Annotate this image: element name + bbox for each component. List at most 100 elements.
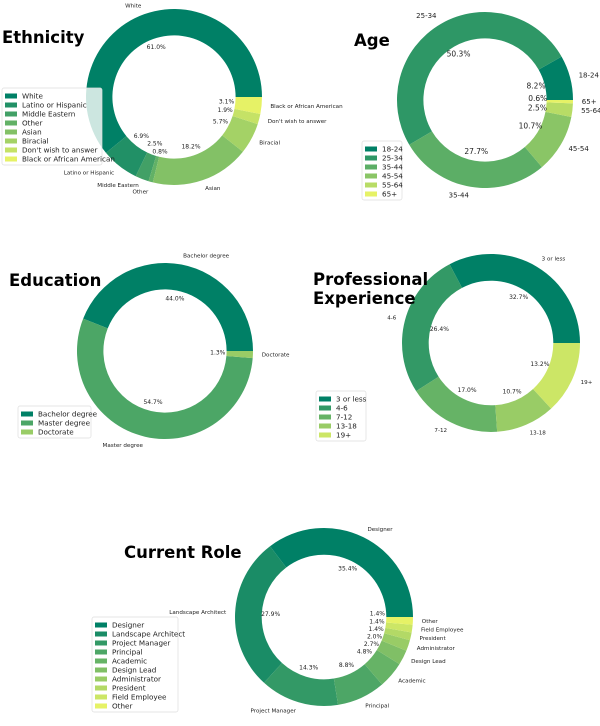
- wedge: [234, 97, 263, 115]
- percent-label: 5.7%: [213, 118, 229, 125]
- wedge: [402, 264, 463, 392]
- legend-entry: Biracial: [22, 137, 49, 146]
- legend-entry: 55-64: [382, 181, 403, 190]
- wedge-label: Middle Eastern: [97, 183, 139, 189]
- legend-entry: Don't wish to answer: [22, 146, 98, 155]
- wedge: [545, 102, 573, 118]
- legend-entry: Principal: [112, 648, 143, 657]
- percent-label: 2.0%: [367, 634, 383, 641]
- donut-chart-0: White 61.0% Latino or Hispanic 6.9% Middle E…: [1, 3, 343, 196]
- legend-swatch: [5, 138, 17, 144]
- chart-title: Ethnicity: [2, 28, 85, 47]
- legend-box: [91, 616, 179, 713]
- legend-swatch: [95, 703, 107, 709]
- legend-swatch: [21, 429, 33, 435]
- legend-entry: Doctorate: [38, 428, 74, 437]
- wedge: [85, 9, 262, 153]
- wedge-texts: Designer 35.4% Landscape Architect 27.9% Pro…: [169, 527, 464, 715]
- donut-chart-2: Bachelor degree 44.0% Master degree 54.7% Do…: [9, 253, 290, 448]
- legend-swatch: [95, 631, 107, 637]
- wedges: [234, 528, 413, 707]
- wedge: [416, 376, 498, 432]
- wedge: [105, 136, 148, 177]
- legend-swatch: [95, 640, 107, 646]
- chart-title: Current Role: [124, 543, 242, 562]
- wedge: [333, 664, 383, 705]
- wedge: [533, 343, 580, 409]
- legend-entry: 19+: [336, 431, 351, 440]
- wedge: [546, 100, 573, 104]
- legend-swatch: [5, 102, 17, 108]
- legend-entry: Academic: [112, 657, 147, 666]
- percent-label: 2.7%: [364, 641, 380, 648]
- percent-label: 17.0%: [458, 387, 477, 394]
- percent-label: 0.8%: [152, 148, 168, 155]
- wedge: [148, 155, 160, 183]
- percent-label: 4.8%: [357, 649, 373, 656]
- legend-swatch: [5, 129, 17, 135]
- percent-label: 1.4%: [368, 626, 384, 633]
- wedge-label: Designer: [367, 527, 393, 533]
- percent-label: 27.9%: [261, 611, 280, 618]
- percent-label: 8.8%: [339, 662, 355, 669]
- chart-title: Experience: [313, 289, 416, 308]
- wedge-label: 19+: [581, 380, 593, 386]
- legend-box: [17, 405, 92, 439]
- legend-entry: Design Lead: [112, 666, 156, 675]
- percent-label: 2.5%: [528, 103, 547, 112]
- legend-entry: 4-6: [336, 404, 348, 413]
- legend-entry: Black or African American: [22, 155, 115, 164]
- legend-swatch: [365, 146, 377, 152]
- legend-swatch: [365, 173, 377, 179]
- wedge: [538, 56, 573, 100]
- wedge-label: 13-18: [530, 430, 547, 436]
- legend-swatch: [95, 667, 107, 673]
- legend-swatch: [319, 423, 331, 429]
- wedge-label: Black or African American: [270, 104, 343, 110]
- percent-label: 2.5%: [147, 141, 163, 148]
- donut-chart-3: 3 or less 32.7% 4-6 26.4% 7-12 17.0% 13-18 10.7…: [313, 254, 593, 442]
- legend-entry: 13-18: [336, 422, 357, 431]
- legend-entry: 35-44: [382, 163, 403, 172]
- legend-entry: 18-24: [382, 145, 403, 154]
- legend-swatch: [5, 111, 17, 117]
- legend-entry: 3 or less: [336, 395, 367, 404]
- wedge-label: Asian: [205, 186, 221, 192]
- percent-label: 1.4%: [369, 618, 385, 625]
- wedge: [381, 633, 410, 651]
- percent-label: 0.6%: [528, 94, 547, 103]
- legend-swatch: [5, 120, 17, 126]
- wedge: [449, 254, 580, 343]
- wedge-label: 65+: [582, 98, 597, 106]
- percent-label: 35.4%: [338, 566, 357, 573]
- wedge: [234, 546, 287, 683]
- donut-chart-1: 18-24 8.2% 25-34 50.3% 35-44 27.7% 45-54 10.7% 5…: [354, 11, 600, 201]
- wedge-label: President: [420, 636, 447, 642]
- percent-label: 61.0%: [147, 44, 166, 51]
- wedge-label: 18-24: [579, 71, 600, 79]
- percent-label: 3.1%: [219, 99, 235, 106]
- legend-entry: Bachelor degree: [38, 410, 98, 419]
- legend-entry: 65+: [382, 190, 397, 199]
- legend-swatch: [365, 155, 377, 161]
- wedge-label: 45-54: [568, 145, 589, 153]
- chart-title: Professional: [313, 270, 428, 289]
- percent-label: 44.0%: [165, 296, 184, 303]
- percent-label: 26.4%: [430, 326, 449, 333]
- wedge-label: Academic: [398, 678, 425, 684]
- wedge-label: Field Employee: [421, 627, 464, 633]
- wedge-label: Bachelor degree: [183, 253, 230, 259]
- wedge-label: White: [125, 3, 142, 9]
- wedge-texts: 3 or less 32.7% 4-6 26.4% 7-12 17.0% 13-18 10.7…: [387, 257, 593, 437]
- wedge-texts: White 61.0% Latino or Hispanic 6.9% Middle E…: [64, 3, 343, 195]
- wedge: [83, 263, 253, 351]
- percent-label: 27.7%: [464, 147, 488, 156]
- percent-label: 14.3%: [299, 665, 318, 672]
- wedges: [396, 11, 573, 188]
- wedge: [232, 108, 261, 125]
- wedge-label: 25-34: [416, 12, 437, 20]
- percent-label: 1.4%: [370, 611, 386, 618]
- legend-swatch: [319, 405, 331, 411]
